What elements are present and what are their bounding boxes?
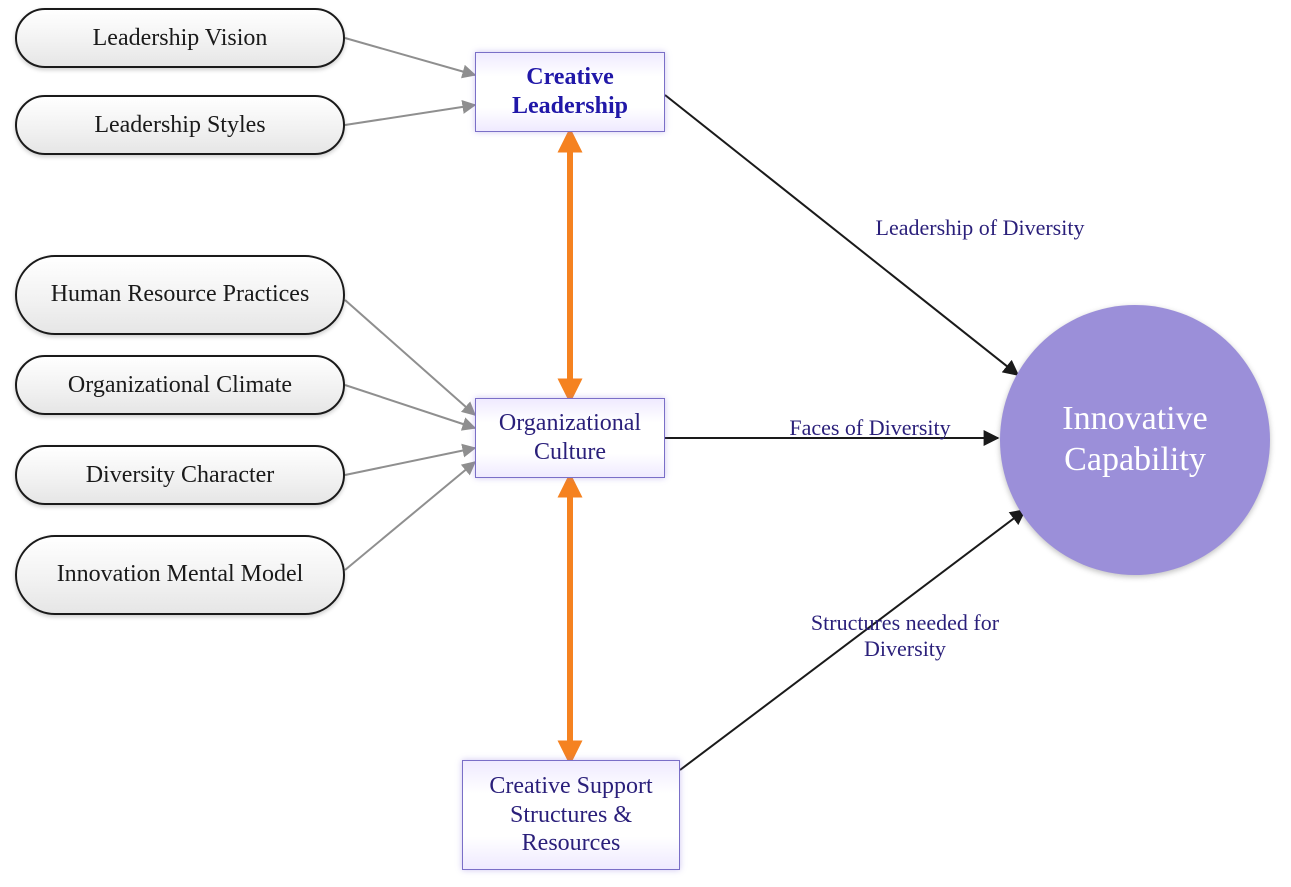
edge-labels-layer: Leadership of Diversity Faces of Diversit… — [0, 0, 1291, 887]
edge-label-text: Leadership of Diversity — [876, 215, 1085, 240]
edge-label-text: Structures needed for Diversity — [811, 610, 999, 661]
edge-label-organizational-culture: Faces of Diversity — [780, 415, 960, 441]
edge-label-creative-leadership: Leadership of Diversity — [840, 215, 1120, 241]
edge-label-text: Faces of Diversity — [789, 415, 950, 440]
edge-label-creative-support: Structures needed for Diversity — [775, 610, 1035, 662]
